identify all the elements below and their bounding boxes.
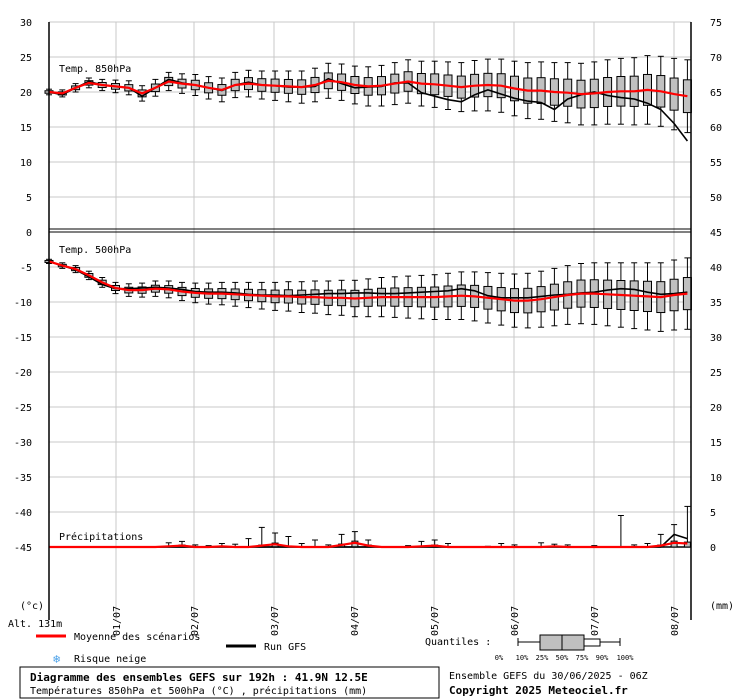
quantile-box [583, 638, 601, 647]
right-tick-label: 65 [710, 88, 722, 99]
footer-title: Diagramme des ensembles GEFS sur 192h : … [30, 671, 368, 684]
left-tick-label: 30 [20, 18, 32, 29]
left-tick-label: 10 [20, 158, 32, 169]
right-tick-label: 40 [710, 263, 722, 274]
legend-quantiles-label: Quantiles : [425, 637, 491, 648]
right-tick-label: 15 [710, 438, 722, 449]
date-label: 01/07 [112, 606, 123, 636]
date-label: 08/07 [670, 606, 681, 636]
date-label: 05/07 [430, 606, 441, 636]
right-tick-label: 20 [710, 403, 722, 414]
right-tick-label: 0 [710, 543, 716, 554]
quantile-tick: 10% [516, 654, 529, 662]
label-temp-500: Temp. 500hPa [59, 245, 131, 256]
date-label: 02/07 [190, 606, 201, 636]
ensemble-mean-line [48, 79, 688, 98]
left-tick-label: 25 [20, 53, 32, 64]
snowflake-icon: ❄ [53, 652, 60, 666]
left-unit: (°c) [20, 601, 44, 612]
ensemble-mean-line [49, 541, 688, 549]
label-temp-850: Temp. 850hPa [59, 64, 131, 75]
left-tick-label: -15 [14, 333, 32, 344]
right-tick-label: 35 [710, 298, 722, 309]
quantile-tick: 0% [495, 654, 504, 662]
panel-temp-850hpa [44, 55, 692, 142]
right-tick-label: 25 [710, 368, 722, 379]
quantile-tick: 50% [556, 654, 569, 662]
left-tick-label: -30 [14, 438, 32, 449]
grid [49, 21, 691, 620]
label-precipitation: Précipitations [59, 531, 143, 543]
date-label: 07/07 [590, 606, 601, 636]
right-tick-label: 70 [710, 53, 722, 64]
date-label: 03/07 [270, 606, 281, 636]
axes: 302520151050-5-10-15-20-25-30-35-40-4501… [14, 18, 722, 636]
quantile-tick: 90% [596, 654, 609, 662]
panel-temp-500hpa [44, 257, 692, 332]
legend-mean-label: Moyenne des scénarios [74, 631, 200, 643]
right-tick-label: 10 [710, 473, 722, 484]
left-tick-label: 5 [26, 193, 32, 204]
right-tick-label: 50 [710, 193, 722, 204]
right-tick-label: 30 [710, 333, 722, 344]
right-tick-label: 45 [710, 228, 722, 239]
copyright: Copyright 2025 Meteociel.fr [449, 684, 628, 697]
quantile-legend: 0% 10% 25% 50% 75% 90% 100% [495, 634, 635, 662]
legend-gfs-label: Run GFS [264, 642, 306, 653]
date-label: 06/07 [510, 606, 521, 636]
quantile-tick: 75% [576, 654, 589, 662]
date-label: 04/07 [350, 606, 361, 636]
right-tick-label: 5 [710, 508, 716, 519]
left-tick-label: 0 [26, 228, 32, 239]
left-tick-label: -10 [14, 298, 32, 309]
left-tick-label: -35 [14, 473, 32, 484]
left-tick-label: -20 [14, 368, 32, 379]
footer-box [19, 666, 440, 699]
quantile-tick: 100% [617, 654, 635, 662]
left-tick-label: -45 [14, 543, 32, 554]
quantile-tick: 25% [536, 654, 549, 662]
left-tick-label: -5 [20, 263, 32, 274]
legend-snow-label: Risque neige [74, 654, 146, 665]
left-tick-label: -40 [14, 508, 32, 519]
right-tick-label: 55 [710, 158, 722, 169]
right-unit: (mm) [710, 601, 734, 612]
run-info: Ensemble GEFS du 30/06/2025 - 06Z [449, 671, 648, 682]
footer-subtitle: Températures 850hPa et 500hPa (°C) , pré… [30, 685, 367, 697]
left-tick-label: 20 [20, 88, 32, 99]
left-tick-label: -25 [14, 403, 32, 414]
left-tick-label: 15 [20, 123, 32, 134]
altitude-label: Alt. 131m [8, 619, 62, 630]
ensemble-mean-line [48, 260, 688, 302]
right-tick-label: 60 [710, 123, 722, 134]
panel-precipitation [49, 505, 691, 549]
right-tick-label: 75 [710, 18, 722, 29]
legend: Moyenne des scénarios Run GFS ❄ Risque n… [36, 631, 634, 666]
